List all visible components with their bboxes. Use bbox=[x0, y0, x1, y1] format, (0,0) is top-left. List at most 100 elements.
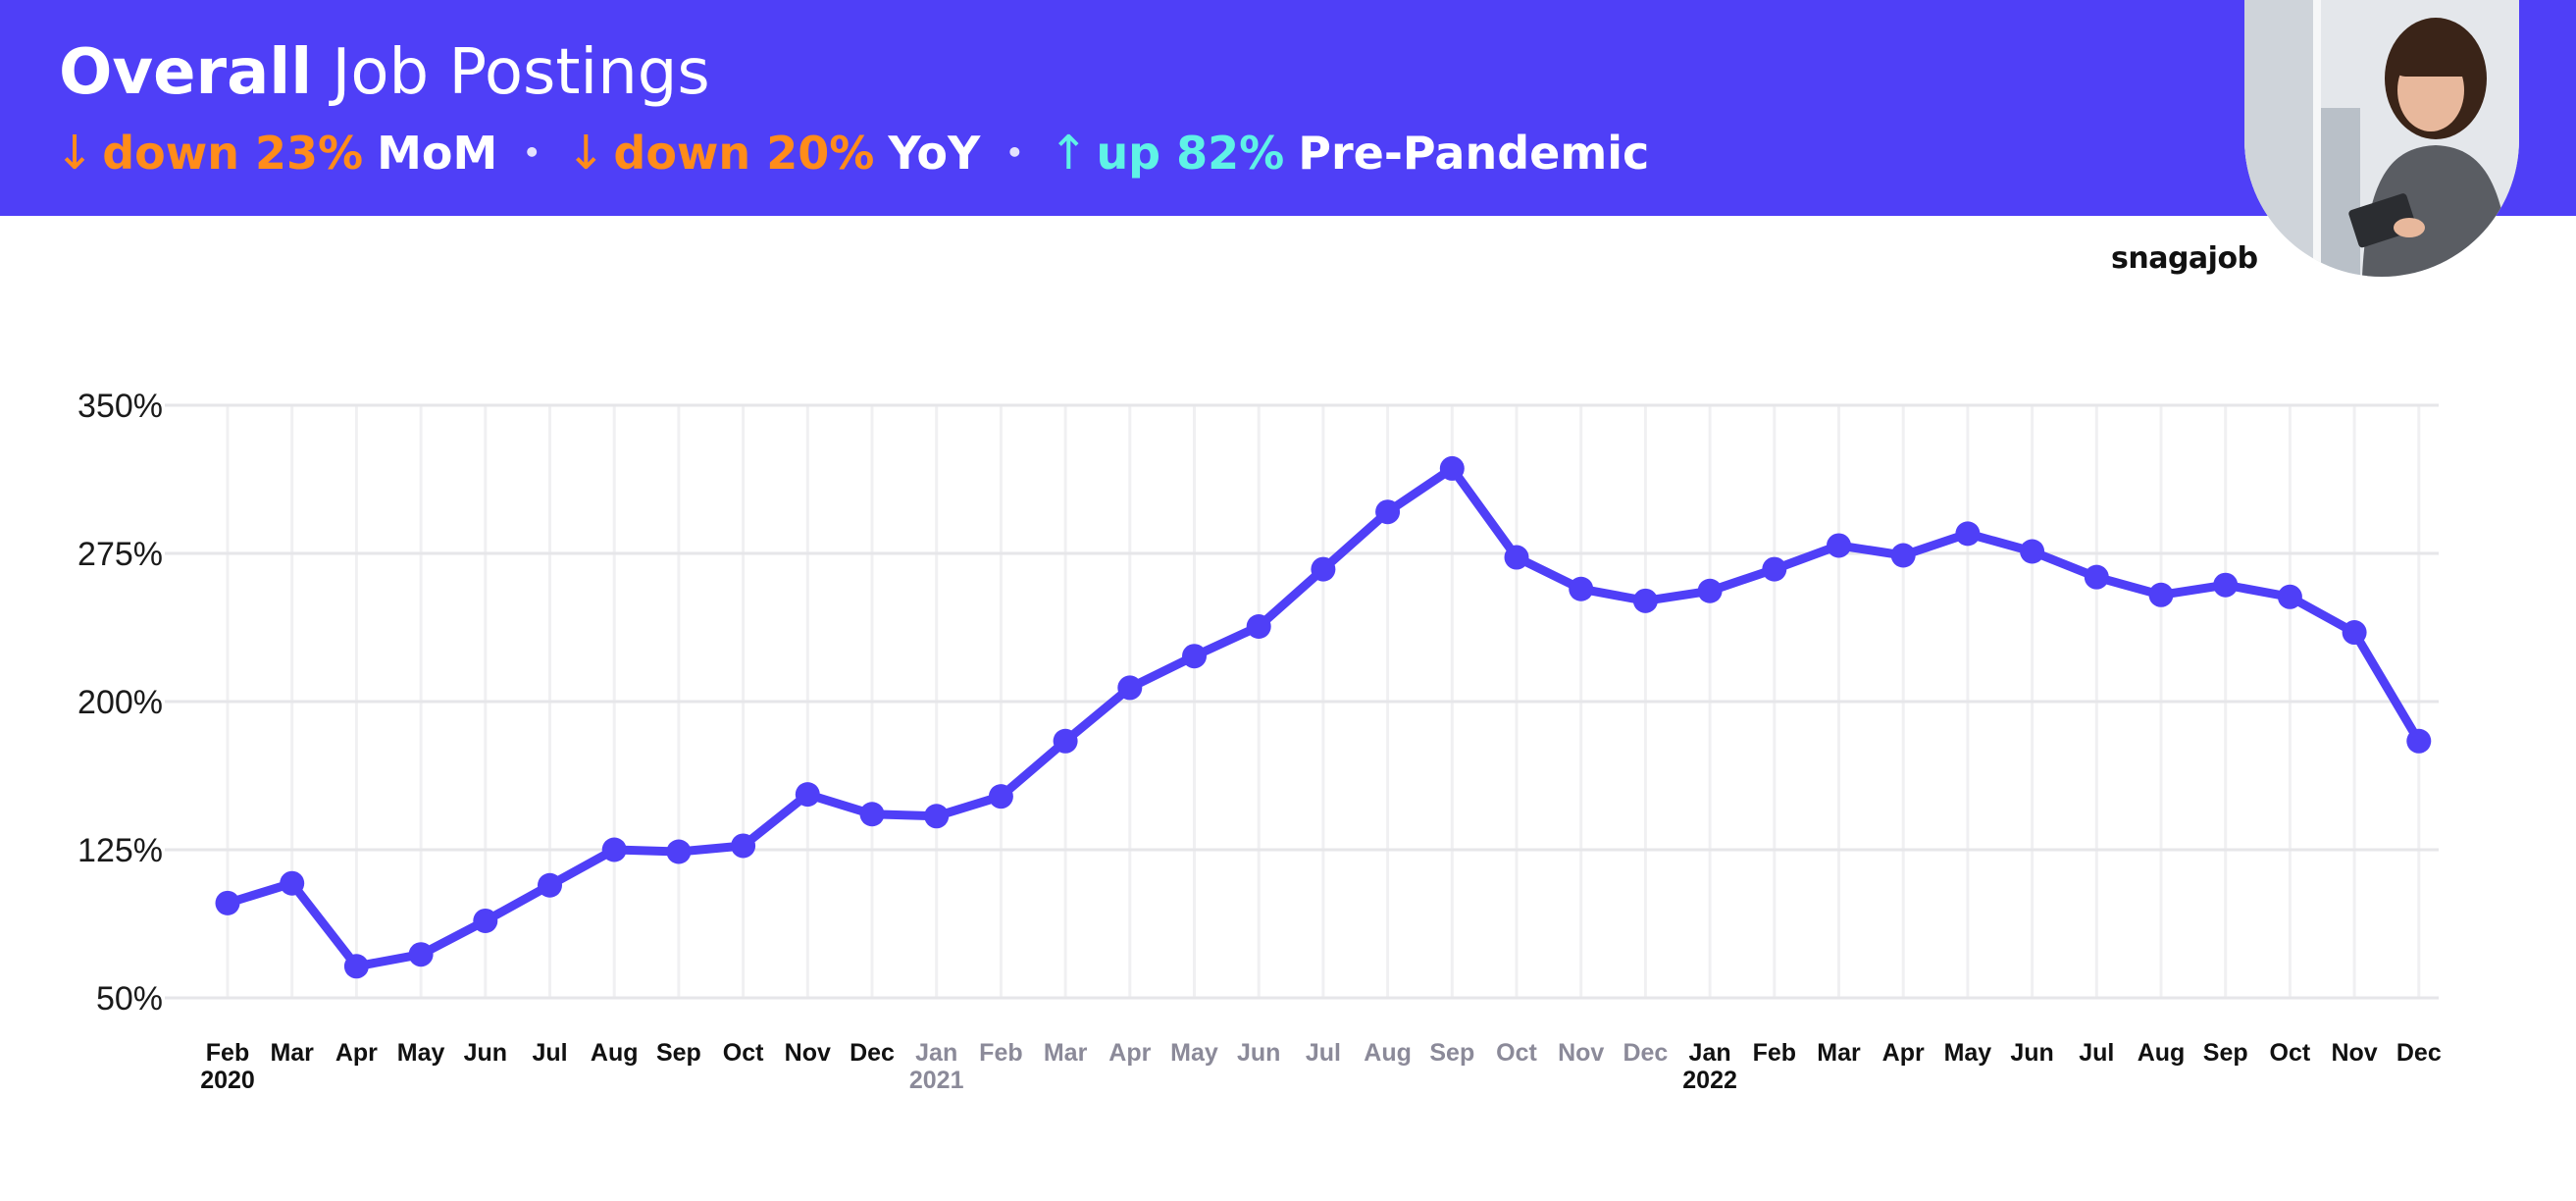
brand-logo: snagajob bbox=[2111, 241, 2258, 276]
arrow-up-icon: ↑ bbox=[1049, 126, 1089, 181]
x-tick-year-label: 2020 bbox=[200, 1067, 255, 1094]
x-tick-label: Feb bbox=[206, 1039, 249, 1067]
x-tick-label: Sep bbox=[2203, 1039, 2248, 1067]
x-tick-label: May bbox=[1944, 1039, 1992, 1067]
stat-prepandemic: ↑ up 82% Pre-Pandemic bbox=[1049, 120, 1649, 186]
x-tick-label: Oct bbox=[2270, 1039, 2311, 1067]
data-point bbox=[1762, 556, 1787, 582]
data-point bbox=[988, 784, 1013, 809]
y-tick-label: 200% bbox=[77, 684, 163, 721]
title-rest: Job Postings bbox=[332, 36, 710, 109]
y-tick-label: 275% bbox=[77, 536, 163, 573]
stat-yoy-label: YoY bbox=[888, 127, 981, 180]
x-tick-label: May bbox=[397, 1039, 445, 1067]
y-axis-ticks: 50% 125% 200% 275% 350% bbox=[77, 388, 163, 1018]
x-tick-label: May bbox=[1170, 1039, 1218, 1067]
data-point bbox=[1890, 543, 1916, 568]
stat-yoy: ↓ down 20% YoY bbox=[566, 120, 980, 186]
data-point bbox=[1569, 576, 1594, 601]
stat-mom-label: MoM bbox=[377, 127, 498, 180]
data-point bbox=[1246, 613, 1271, 639]
data-point bbox=[1827, 533, 1851, 558]
data-point bbox=[473, 908, 498, 933]
x-tick-year-label: 2022 bbox=[1682, 1067, 1737, 1094]
data-point bbox=[1053, 728, 1078, 754]
stat-mom: ↓ down 23% MoM bbox=[55, 120, 497, 186]
data-point bbox=[1504, 545, 1529, 570]
data-point bbox=[538, 872, 562, 898]
x-tick-label: Mar bbox=[1044, 1039, 1088, 1067]
data-point bbox=[731, 833, 756, 859]
data-point bbox=[280, 870, 305, 896]
x-tick-label: Jan bbox=[1689, 1039, 1731, 1067]
page-title: Overall Job Postings bbox=[59, 35, 710, 110]
data-point bbox=[1117, 675, 1143, 701]
stat-prepandemic-label: Pre-Pandemic bbox=[1298, 127, 1650, 180]
stat-yoy-value: down 20% bbox=[613, 127, 875, 180]
data-point bbox=[1955, 521, 1981, 547]
x-tick-label: Sep bbox=[656, 1039, 701, 1067]
x-tick-label: Oct bbox=[1496, 1039, 1537, 1067]
x-tick-label: Jul bbox=[532, 1039, 567, 1067]
x-tick-label: Nov bbox=[2331, 1039, 2377, 1067]
x-tick-label: Dec bbox=[1623, 1039, 1668, 1067]
data-point bbox=[2406, 728, 2432, 754]
x-tick-label: Mar bbox=[1817, 1039, 1861, 1067]
x-tick-label: Apr bbox=[1108, 1039, 1151, 1067]
x-tick-label: Jul bbox=[2079, 1039, 2114, 1067]
data-point bbox=[666, 839, 692, 864]
data-point bbox=[1439, 455, 1465, 481]
data-point bbox=[408, 942, 434, 967]
data-point bbox=[343, 954, 369, 979]
x-tick-label: Jun bbox=[1237, 1039, 1280, 1067]
data-point bbox=[215, 890, 240, 915]
data-point bbox=[2213, 572, 2239, 598]
x-tick-label: Dec bbox=[850, 1039, 895, 1067]
data-point bbox=[1375, 499, 1401, 525]
x-tick-label: Aug bbox=[1364, 1039, 1412, 1067]
x-tick-label: Sep bbox=[1429, 1039, 1474, 1067]
series-points bbox=[215, 455, 2432, 979]
x-tick-label: Nov bbox=[1558, 1039, 1604, 1067]
x-tick-label: Aug bbox=[2138, 1039, 2186, 1067]
x-tick-label: Feb bbox=[979, 1039, 1022, 1067]
stats-row: ↓ down 23% MoM • ↓ down 20% YoY • ↑ up 8… bbox=[55, 120, 1649, 186]
title-bold: Overall bbox=[59, 36, 313, 109]
x-tick-label: Aug bbox=[591, 1039, 639, 1067]
x-tick-label: Feb bbox=[1753, 1039, 1796, 1067]
stat-mom-value: down 23% bbox=[102, 127, 364, 180]
data-point bbox=[2020, 539, 2045, 564]
x-tick-label: Apr bbox=[335, 1039, 378, 1067]
data-point bbox=[859, 802, 885, 827]
x-tick-label: Apr bbox=[1882, 1039, 1925, 1067]
data-point bbox=[795, 782, 820, 808]
data-point bbox=[2277, 584, 2302, 609]
x-tick-label: Mar bbox=[270, 1039, 314, 1067]
x-tick-label: Jun bbox=[2010, 1039, 2053, 1067]
data-point bbox=[2084, 564, 2109, 590]
x-tick-label: Dec bbox=[2396, 1039, 2442, 1067]
y-tick-label: 125% bbox=[77, 832, 163, 869]
data-point bbox=[1697, 578, 1723, 603]
data-point bbox=[1182, 644, 1207, 669]
arrow-down-icon: ↓ bbox=[566, 126, 606, 181]
data-point bbox=[924, 804, 950, 829]
data-point bbox=[2148, 582, 2174, 607]
data-point bbox=[1632, 588, 1658, 613]
grid-horizontal bbox=[165, 403, 2439, 1000]
x-tick-label: Jul bbox=[1306, 1039, 1341, 1067]
y-tick-label: 50% bbox=[96, 980, 163, 1018]
person-using-tablet-photo-icon bbox=[2244, 0, 2519, 277]
y-tick-label: 350% bbox=[77, 388, 163, 425]
stat-separator: • bbox=[523, 136, 541, 169]
x-tick-year-label: 2021 bbox=[909, 1067, 964, 1094]
header-banner: Overall Job Postings ↓ down 23% MoM • ↓ … bbox=[0, 0, 2576, 216]
data-point bbox=[2342, 620, 2367, 646]
x-tick-label: Oct bbox=[723, 1039, 764, 1067]
x-tick-label: Jan bbox=[915, 1039, 957, 1067]
data-point bbox=[1311, 556, 1336, 582]
stat-separator: • bbox=[1005, 136, 1024, 169]
stat-prepandemic-value: up 82% bbox=[1096, 127, 1285, 180]
